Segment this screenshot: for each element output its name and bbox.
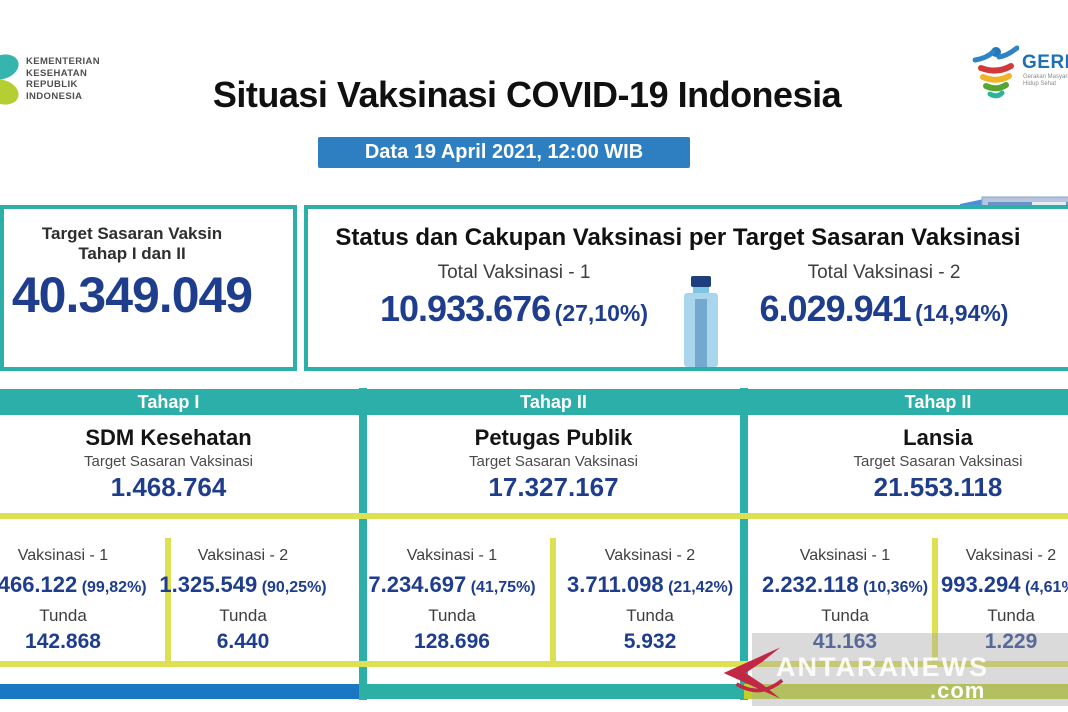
antaranews-tld: .com [930,678,986,703]
tunda-label: Tunda [39,606,87,625]
sub-divider [932,538,938,661]
total-vaksinasi-2-value: 6.029.941 [759,288,912,329]
total-vaksinasi-2: Total Vaksinasi - 2 6.029.941 (14,94%) [724,262,1044,330]
section-divider [0,513,1068,519]
total-vaksinasi-1-value: 10.933.676 [380,288,551,329]
group-name: Petugas Publik [474,425,633,450]
tunda-label: Tunda [821,606,869,625]
vaksinasi-1-value: 1.466.122 [0,572,78,597]
col1-vaksinasi-1: Vaksinasi - 1 1.466.122 (99,82%) Tunda 1… [0,540,223,664]
group-target-label: Target Sasaran Vaksinasi [84,453,253,470]
kemenkes-logo-icon [0,54,19,105]
tunda-label: Tunda [219,606,267,625]
column-2-info: Petugas Publik Target Sasaran Vaksinasi … [367,424,740,503]
col3-vaksinasi-2: Vaksinasi - 2 993.294 (4,61%) Tunda 1.22… [851,540,1068,664]
group-target-label: Target Sasaran Vaksinasi [469,453,638,470]
column-3-info: Lansia Target Sasaran Vaksinasi 21.553.1… [748,424,1068,503]
tunda-value: 41.163 [812,630,878,653]
group-name: Lansia [903,425,973,450]
vaksinasi-2-label: Vaksinasi - 2 [965,547,1057,564]
bottom-bar-lime [744,684,1068,699]
column-divider [740,388,748,700]
target-box-label: Tahap I dan II [78,244,186,263]
tahap-header-2: Tahap II [367,389,740,415]
group-name: SDM Kesehatan [85,425,252,450]
vaksinasi-1-label: Vaksinasi - 1 [17,547,109,564]
col1-vaksinasi-2: Vaksinasi - 2 1.325.549 (90,25%) Tunda 6… [83,540,403,664]
vaksinasi-1-pct: (41,75%) [470,579,536,596]
tunda-value: 142.868 [25,630,101,653]
kemenkes-line: INDONESIA [26,90,83,102]
group-target-value: 21.553.118 [873,472,1003,502]
tunda-label: Tunda [987,606,1035,625]
bottom-bar-blue [0,684,359,699]
sub-divider [165,538,171,661]
tunda-label: Tunda [428,606,476,625]
vaksinasi-1-pct: (99,82%) [81,579,147,596]
target-sasaran-box [0,205,297,371]
group-target-value: 1.468.764 [110,472,227,502]
col3-vaksinasi-1: Vaksinasi - 1 2.232.118 (10,36%) Tunda 4… [685,540,1005,664]
target-box-value: 40.349.049 [11,267,253,323]
vaksinasi-2-pct: (90,25%) [261,579,327,596]
bottom-bar-teal [359,684,744,699]
vaksinasi-1-pct: (10,36%) [863,579,929,596]
vaksinasi-2-pct: (21,42%) [668,579,734,596]
vaksinasi-1-label: Vaksinasi - 1 [799,547,891,564]
tunda-value: 5.932 [623,630,677,653]
antaranews-watermark: ANTARANEWS [776,652,989,682]
kemenkes-logo-text: KEMENTERIAN KESEHATAN REPUBLIK INDONESIA [26,56,100,102]
vaksinasi-2-value: 1.325.549 [159,572,258,597]
antaranews-logo-icon [723,647,784,699]
total-vaksinasi-2-label: Total Vaksinasi - 2 [807,262,961,283]
group-target-value: 17.327.167 [488,472,619,502]
status-box-title: Status dan Cakupan Vaksinasi per Target … [335,224,1021,251]
column-1-info: SDM Kesehatan Target Sasaran Vaksinasi 1… [0,424,359,503]
kemenkes-line: REPUBLIK [26,79,78,90]
total-vaksinasi-1-label: Total Vaksinasi - 1 [437,262,591,283]
vaksinasi-2-value: 3.711.098 [566,572,664,597]
vaksinasi-2-value: 993.294 [940,572,1021,597]
tahap-header-3: Tahap II [748,389,1068,415]
vaksinasi-2-pct: (4,61%) [1024,579,1068,596]
vaccine-bottle-icon [684,276,718,367]
tunda-value: 6.440 [216,630,270,653]
kemenkes-line: KESEHATAN [26,67,88,79]
target-box-label: Target Sasaran Vaksin [41,224,223,243]
sub-divider [550,538,556,661]
total-vaksinasi-1-pct: (27,10%) [554,300,648,326]
column-divider [359,388,367,700]
col2-vaksinasi-1: Vaksinasi - 1 7.234.697 (41,75%) Tunda 1… [292,540,612,664]
total-vaksinasi-2-pct: (14,94%) [915,300,1009,326]
vaksinasi-1-label: Vaksinasi - 1 [406,547,498,564]
vaksinasi-2-label: Vaksinasi - 2 [197,547,289,564]
page-title: Situasi Vaksinasi COVID-19 Indonesia [212,74,842,115]
date-banner: Data 19 April 2021, 12:00 WIB [318,137,690,168]
vaksinasi-1-value: 2.232.118 [761,572,859,597]
section-divider [0,661,1068,667]
watermark-band [752,633,1068,706]
vaksinasi-1-value: 7.234.697 [368,572,467,597]
germas-logo-name: GERMAS [1022,52,1068,73]
germas-logo-icon [972,45,1019,99]
tunda-value: 1.229 [984,630,1038,653]
tunda-value: 128.696 [414,630,490,653]
tunda-label: Tunda [626,606,674,625]
kemenkes-line: KEMENTERIAN [26,56,101,67]
total-vaksinasi-1: Total Vaksinasi - 1 10.933.676 (27,10%) [354,262,674,330]
col2-vaksinasi-2: Vaksinasi - 2 3.711.098 (21,42%) Tunda 5… [490,540,810,664]
vaksinasi-2-label: Vaksinasi - 2 [604,547,696,564]
germas-tagline: Gerakan Masyarakat [1023,74,1068,80]
tahap-header-1: Tahap I [0,389,359,415]
germas-tagline: Hidup Sehat [1023,81,1057,87]
group-target-label: Target Sasaran Vaksinasi [853,453,1023,470]
